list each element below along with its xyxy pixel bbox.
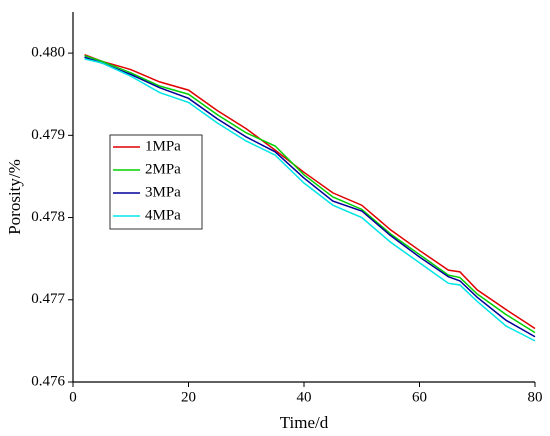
x-axis-label: Time/d xyxy=(280,413,329,432)
series-line xyxy=(84,56,536,338)
y-tick-label: 0.478 xyxy=(31,209,65,225)
legend-label: 3MPa xyxy=(145,184,181,200)
legend-label: 2MPa xyxy=(145,161,181,177)
legend-label: 1MPa xyxy=(145,138,181,154)
series-line xyxy=(84,54,536,334)
y-tick-label: 0.480 xyxy=(31,45,65,61)
x-tick-label: 40 xyxy=(297,389,312,405)
legend-label: 4MPa xyxy=(145,207,181,223)
series-line xyxy=(84,54,536,330)
y-tick-label: 0.476 xyxy=(31,373,65,389)
x-tick-label: 20 xyxy=(181,389,196,405)
x-tick-label: 80 xyxy=(528,389,543,405)
legend-box xyxy=(109,134,203,230)
x-tick-label: 60 xyxy=(412,389,427,405)
y-axis-label: Porosity/% xyxy=(5,159,24,235)
x-tick-label: 0 xyxy=(69,389,77,405)
series-line xyxy=(84,58,536,342)
y-tick-label: 0.479 xyxy=(31,127,65,143)
y-tick-label: 0.477 xyxy=(31,291,65,307)
